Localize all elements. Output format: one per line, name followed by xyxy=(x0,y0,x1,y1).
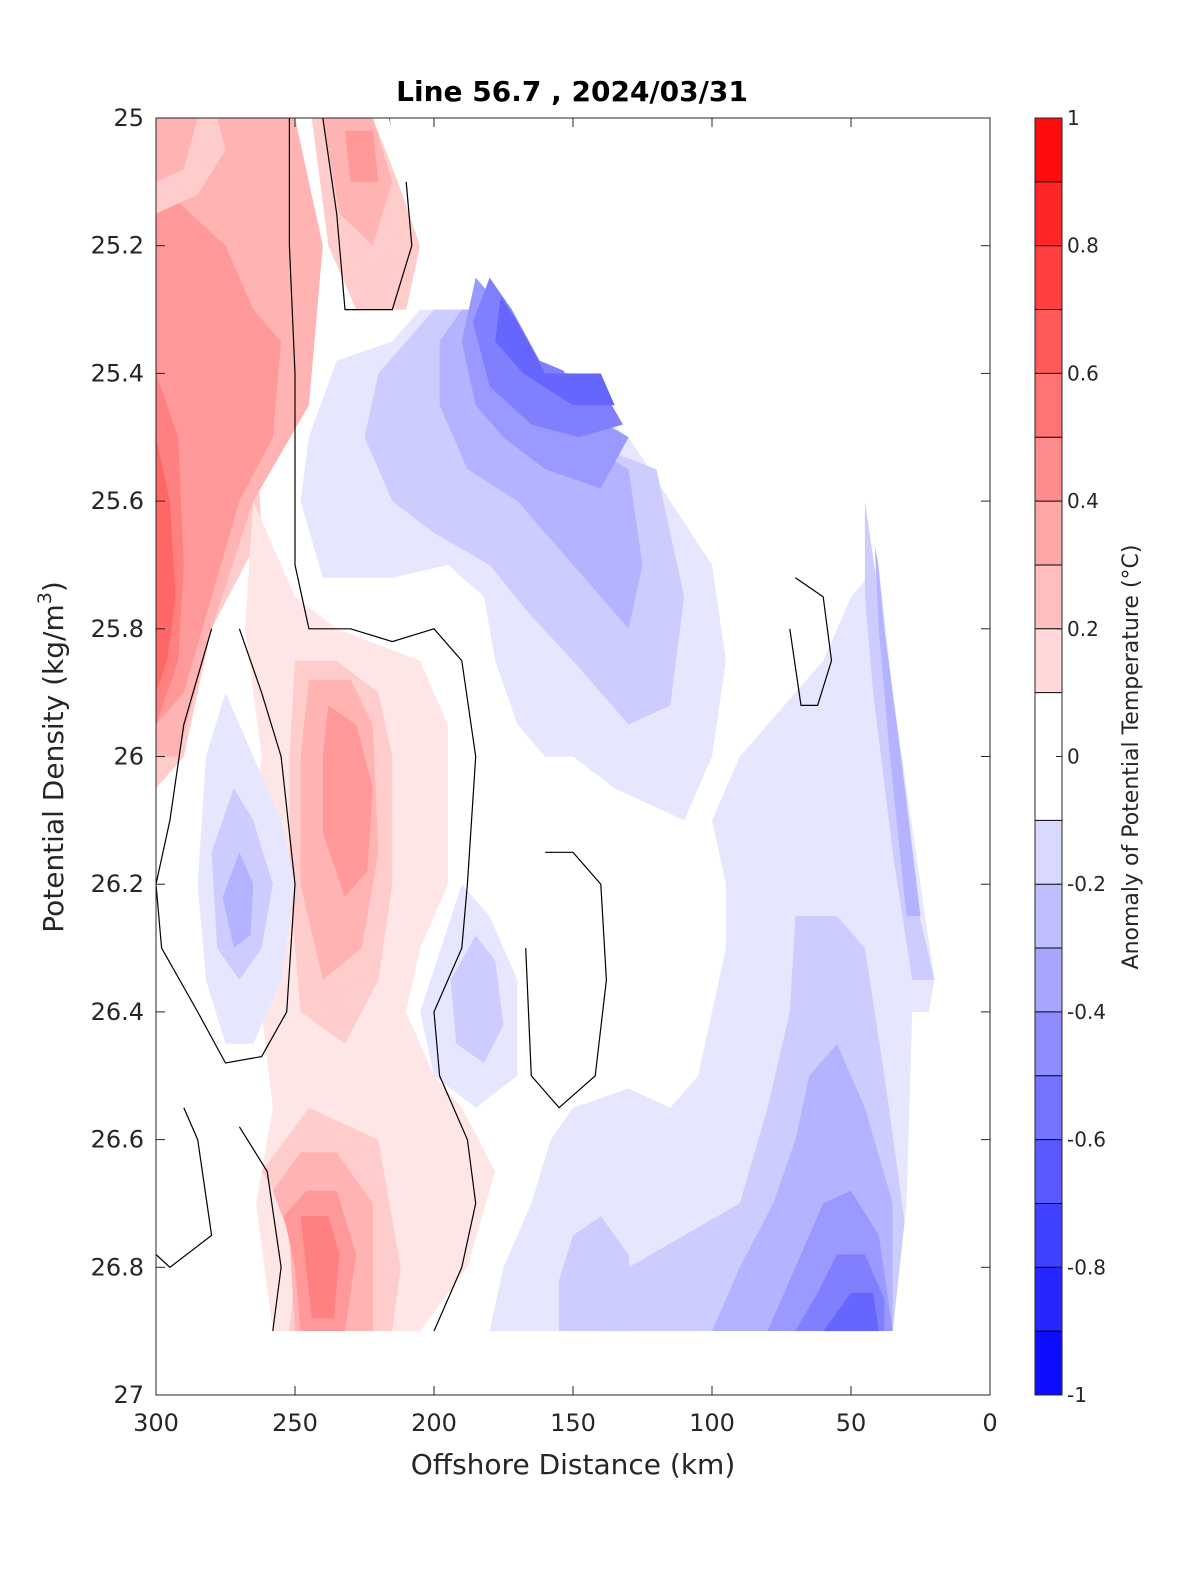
colorbar-band-2 xyxy=(1035,1203,1062,1268)
contour-region-17 xyxy=(300,1216,340,1319)
zero-contour-line-4 xyxy=(238,1126,282,1332)
colorbar-tick-label: -0.8 xyxy=(1067,1255,1106,1279)
colorbar-tick-label: 0 xyxy=(1067,745,1080,769)
contour-region-35 xyxy=(864,501,935,980)
colorbar-band-12 xyxy=(1035,501,1062,565)
x-tick-label: 300 xyxy=(133,1409,179,1437)
colorbar-band-0 xyxy=(1035,1331,1062,1395)
colorbar-band-7 xyxy=(1035,884,1062,949)
colorbar-band-8 xyxy=(1035,820,1062,885)
colorbar-band-11 xyxy=(1035,564,1062,629)
contour-region-6 xyxy=(156,118,198,182)
colorbar-band-15 xyxy=(1035,309,1062,374)
y-tick-label: 27 xyxy=(113,1381,144,1409)
colorbar-tick-label: -1 xyxy=(1067,1383,1087,1407)
y-axis-title-end: ) xyxy=(37,581,70,592)
x-tick-label: 50 xyxy=(836,1409,867,1437)
colorbar-tick-label: -0.4 xyxy=(1067,1000,1106,1024)
x-axis-title: Offshore Distance (km) xyxy=(411,1448,736,1481)
contour-region-2 xyxy=(156,181,282,725)
y-tick-label: 25.2 xyxy=(91,232,144,260)
colorbar-band-6 xyxy=(1035,948,1062,1012)
zero-contour-line-5 xyxy=(525,851,608,1109)
y-axis: 25 25.2 25.4 25.6 25.8 26 26.2 26.4 26.6 26.8 27 xyxy=(91,104,990,1409)
zero-contour-layer xyxy=(156,118,833,1332)
x-axis: 300 250 200 150 100 50 0 xyxy=(133,118,998,1437)
chart-title: Line 56.7 , 2024/03/31 xyxy=(396,75,748,108)
y-axis-title-main: Potential Density (kg/m xyxy=(37,604,70,933)
colorbar-band-18 xyxy=(1035,118,1062,182)
colorbar-band-13 xyxy=(1035,437,1062,502)
x-tick-label: 0 xyxy=(982,1409,997,1437)
contour-fill-layer xyxy=(156,118,935,1332)
zero-contour-line-6 xyxy=(789,577,833,706)
y-tick-label: 26.6 xyxy=(91,1126,144,1154)
colorbar-band-16 xyxy=(1035,245,1062,310)
colorbar-tick-label: 0.8 xyxy=(1067,234,1099,258)
contour-region-34 xyxy=(823,1292,879,1332)
y-tick-label: 26.4 xyxy=(91,998,144,1026)
colorbar-title: Anomaly of Potential Temperature (°C) xyxy=(1119,545,1144,970)
y-tick-label: 25 xyxy=(113,104,144,132)
colorbar-tick-label: -0.2 xyxy=(1067,872,1106,896)
colorbar-band-4 xyxy=(1035,1075,1062,1140)
colorbar-tick-label: 1 xyxy=(1067,106,1080,130)
contour-region-13 xyxy=(322,705,373,897)
y-tick-label: 26 xyxy=(113,743,144,771)
contour-region-26 xyxy=(222,852,254,949)
colorbar-band-14 xyxy=(1035,373,1062,438)
contour-region-9 xyxy=(345,130,379,182)
x-tick-label: 150 xyxy=(550,1409,596,1437)
colorbar-band-10 xyxy=(1035,628,1062,693)
colorbar: 1 0.8 0.6 0.4 0.2 0 -0.2 -0.4 -0.6 -0.8 -1 xyxy=(1034,106,1106,1407)
y-tick-label: 25.8 xyxy=(91,615,144,643)
y-tick-label: 25.6 xyxy=(91,487,144,515)
colorbar-band-1 xyxy=(1035,1267,1062,1332)
x-tick-label: 200 xyxy=(411,1409,457,1437)
zero-contour-line-0 xyxy=(288,118,477,1332)
colorbar-tick-label: -0.6 xyxy=(1067,1128,1106,1152)
colorbar-tick-label: 0.4 xyxy=(1067,489,1099,513)
colorbar-tick-label: 0.2 xyxy=(1067,617,1099,641)
colorbar-band-17 xyxy=(1035,181,1062,246)
y-axis-title: Potential Density (kg/m3) xyxy=(34,581,70,933)
zero-contour-line-1 xyxy=(322,118,413,311)
x-tick-label: 250 xyxy=(272,1409,318,1437)
zero-contour-line-3 xyxy=(156,1107,213,1269)
y-tick-label: 26.2 xyxy=(91,870,144,898)
x-tick-label: 100 xyxy=(689,1409,735,1437)
y-axis-title-superscript: 3 xyxy=(34,592,56,604)
colorbar-band-3 xyxy=(1035,1139,1062,1204)
y-tick-label: 25.4 xyxy=(91,359,144,387)
zero-contour-line-2 xyxy=(156,628,296,1064)
colorbar-band-5 xyxy=(1035,1011,1062,1076)
contour-region-28 xyxy=(450,935,504,1063)
contour-region-37 xyxy=(559,1216,635,1332)
colorbar-tick-label: 0.6 xyxy=(1067,361,1099,385)
y-tick-label: 26.8 xyxy=(91,1253,144,1281)
contour-region-23 xyxy=(495,296,615,406)
